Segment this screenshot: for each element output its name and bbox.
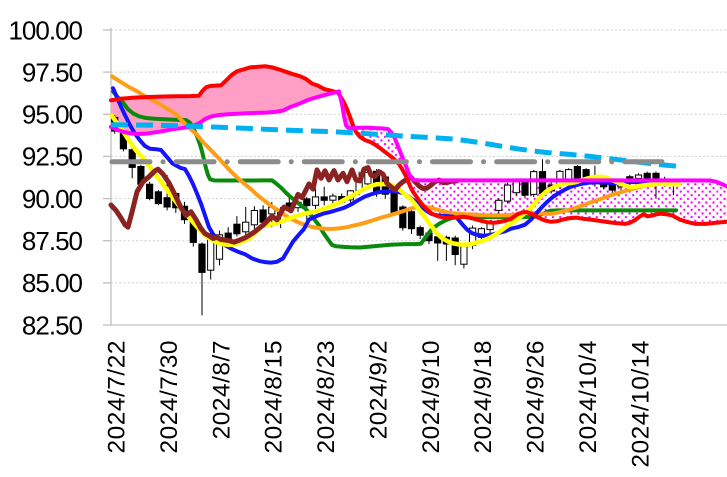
svg-text:2024/9/26: 2024/9/26 <box>522 340 549 454</box>
svg-text:2024/7/22: 2024/7/22 <box>103 340 130 454</box>
svg-text:2024/9/18: 2024/9/18 <box>470 340 497 454</box>
svg-text:2024/10/4: 2024/10/4 <box>575 340 602 454</box>
svg-text:92.50: 92.50 <box>22 142 83 172</box>
svg-text:2024/9/10: 2024/9/10 <box>418 340 445 454</box>
svg-text:95.00: 95.00 <box>22 100 83 130</box>
svg-text:2024/10/14: 2024/10/14 <box>627 340 654 468</box>
svg-text:85.00: 85.00 <box>22 268 83 298</box>
svg-text:2024/7/30: 2024/7/30 <box>156 340 183 454</box>
svg-text:82.50: 82.50 <box>22 310 83 340</box>
svg-text:2024/9/2: 2024/9/2 <box>365 340 392 439</box>
svg-text:2024/8/15: 2024/8/15 <box>261 340 288 454</box>
svg-text:87.50: 87.50 <box>22 226 83 256</box>
svg-text:2024/8/23: 2024/8/23 <box>313 340 340 454</box>
svg-text:97.50: 97.50 <box>22 57 83 87</box>
svg-text:100.00: 100.00 <box>8 15 82 45</box>
svg-text:90.00: 90.00 <box>22 184 83 214</box>
svg-text:2024/8/7: 2024/8/7 <box>208 340 235 439</box>
